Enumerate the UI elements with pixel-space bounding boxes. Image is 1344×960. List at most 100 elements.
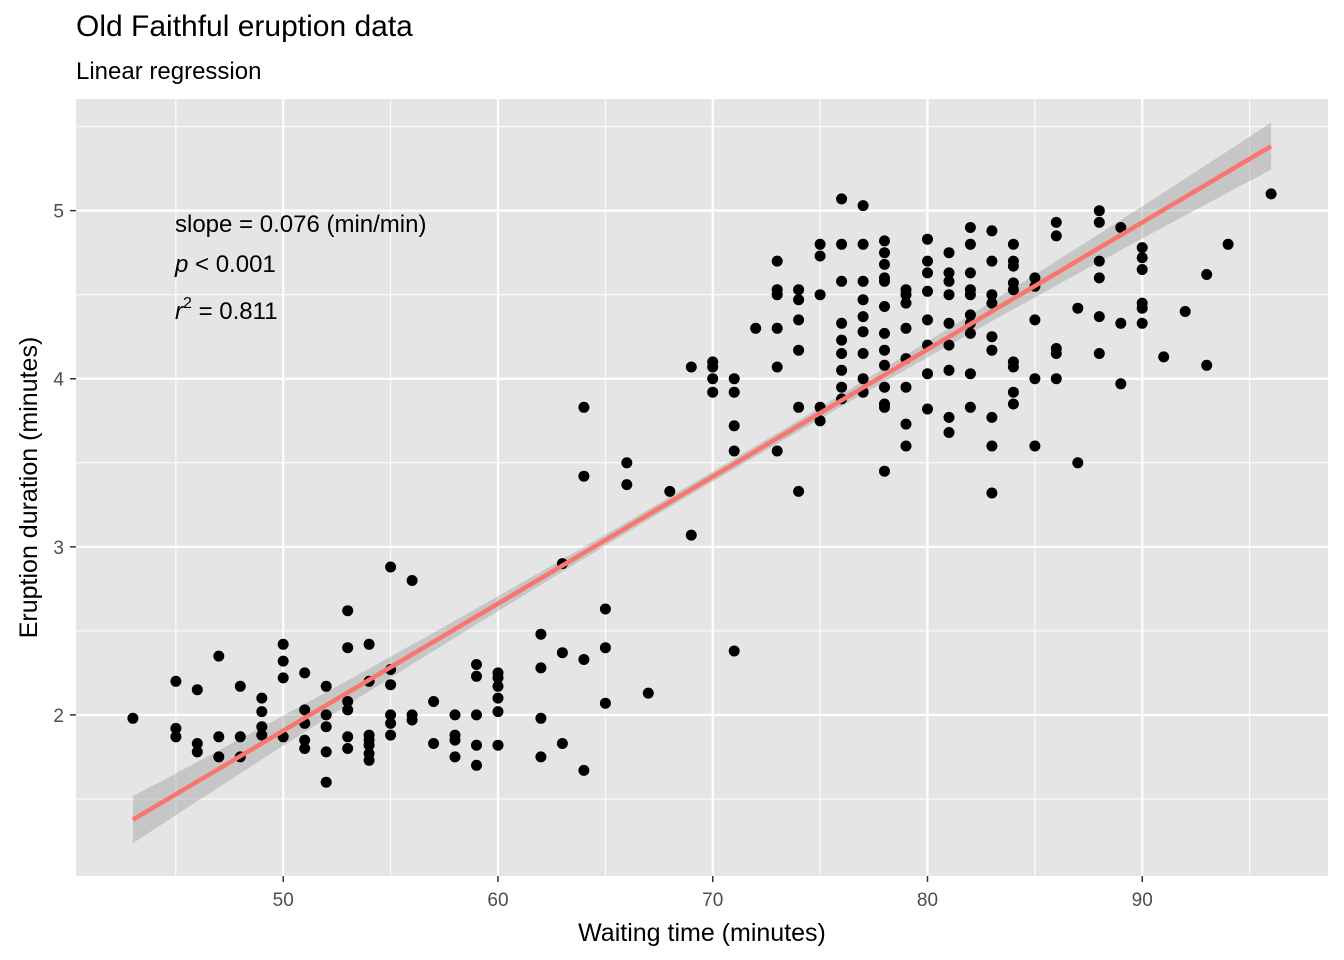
- data-point: [1222, 238, 1234, 250]
- data-point: [1007, 284, 1019, 296]
- data-point: [943, 317, 955, 329]
- x-tick-label: 80: [917, 890, 938, 911]
- data-point: [900, 418, 912, 430]
- data-point: [943, 289, 955, 301]
- data-point: [1050, 373, 1062, 385]
- data-point: [363, 739, 375, 751]
- data-point: [964, 309, 976, 321]
- data-point: [707, 373, 719, 385]
- data-point: [170, 731, 182, 743]
- data-point: [492, 739, 504, 751]
- data-point: [299, 704, 311, 716]
- data-point: [793, 284, 805, 296]
- data-point: [793, 294, 805, 306]
- data-point: [857, 275, 869, 287]
- data-point: [986, 297, 998, 309]
- data-point: [814, 238, 826, 250]
- data-point: [879, 344, 890, 356]
- data-point: [256, 721, 268, 733]
- data-point: [922, 314, 933, 326]
- chart-title: Old Faithful eruption data: [76, 10, 413, 43]
- data-point: [1029, 440, 1041, 452]
- data-point: [213, 751, 225, 763]
- data-point: [492, 692, 504, 704]
- data-point: [1201, 359, 1213, 371]
- data-point: [1136, 242, 1148, 254]
- data-point: [256, 706, 268, 718]
- data-point: [922, 267, 933, 279]
- data-point: [1136, 264, 1148, 275]
- data-point: [1007, 398, 1019, 410]
- data-point: [191, 746, 203, 758]
- data-point: [492, 706, 504, 718]
- data-point: [599, 642, 611, 654]
- data-point: [342, 605, 354, 617]
- data-point: [1158, 351, 1170, 363]
- data-point: [986, 331, 998, 343]
- data-point: [1072, 302, 1084, 314]
- data-point: [642, 687, 654, 699]
- data-point: [943, 247, 955, 259]
- data-point: [1050, 216, 1062, 228]
- data-point: [1136, 302, 1148, 314]
- data-point: [879, 401, 890, 413]
- data-point: [793, 344, 805, 356]
- stat-annotations: slope = 0.076 (min/min) p < 0.001 r2 = 0.8…: [174, 211, 426, 325]
- data-point: [728, 373, 740, 385]
- data-point: [342, 704, 354, 716]
- data-point: [1007, 238, 1019, 250]
- data-point: [578, 470, 590, 482]
- data-point: [771, 255, 783, 267]
- y-axis-title: Eruption duration (minutes): [15, 337, 43, 639]
- r-squared-annotation: r2 = 0.811: [175, 295, 278, 325]
- data-point: [836, 193, 848, 205]
- x-tick-label: 50: [273, 890, 294, 911]
- data-point: [728, 420, 740, 432]
- data-point: [922, 403, 933, 415]
- data-point: [707, 386, 719, 398]
- data-point: [964, 222, 976, 233]
- data-point: [836, 381, 848, 393]
- data-point: [277, 655, 289, 667]
- data-point: [685, 529, 697, 541]
- data-point: [814, 250, 826, 262]
- data-point: [385, 679, 397, 691]
- x-tick-label: 70: [702, 890, 723, 911]
- data-point: [342, 731, 354, 743]
- data-point: [879, 359, 890, 371]
- data-point: [535, 628, 547, 640]
- data-point: [943, 275, 955, 287]
- data-point: [1093, 272, 1105, 284]
- data-point: [943, 411, 955, 423]
- data-point: [492, 672, 504, 684]
- data-point: [964, 238, 976, 250]
- data-point: [771, 445, 783, 457]
- data-point: [1136, 317, 1148, 329]
- data-point: [385, 709, 397, 721]
- data-point: [471, 659, 482, 670]
- chart-subtitle: Linear regression: [76, 58, 262, 85]
- data-point: [964, 289, 976, 301]
- data-point: [900, 322, 912, 334]
- data-point: [922, 368, 933, 380]
- data-point: [771, 322, 783, 334]
- data-point: [986, 225, 998, 237]
- data-point: [836, 238, 848, 250]
- data-point: [535, 751, 547, 763]
- data-point: [428, 738, 440, 749]
- p-value-annotation: p < 0.001: [174, 251, 276, 278]
- data-point: [943, 339, 955, 351]
- data-point: [299, 667, 311, 679]
- data-point: [879, 327, 890, 339]
- data-point: [406, 714, 418, 726]
- data-point: [879, 258, 890, 270]
- data-point: [256, 729, 268, 741]
- data-point: [857, 373, 869, 385]
- data-point: [535, 662, 547, 674]
- data-point: [1050, 230, 1062, 242]
- data-point: [170, 722, 182, 734]
- data-point: [857, 311, 869, 323]
- data-point: [191, 738, 203, 749]
- data-point: [986, 289, 998, 301]
- data-point: [814, 289, 826, 301]
